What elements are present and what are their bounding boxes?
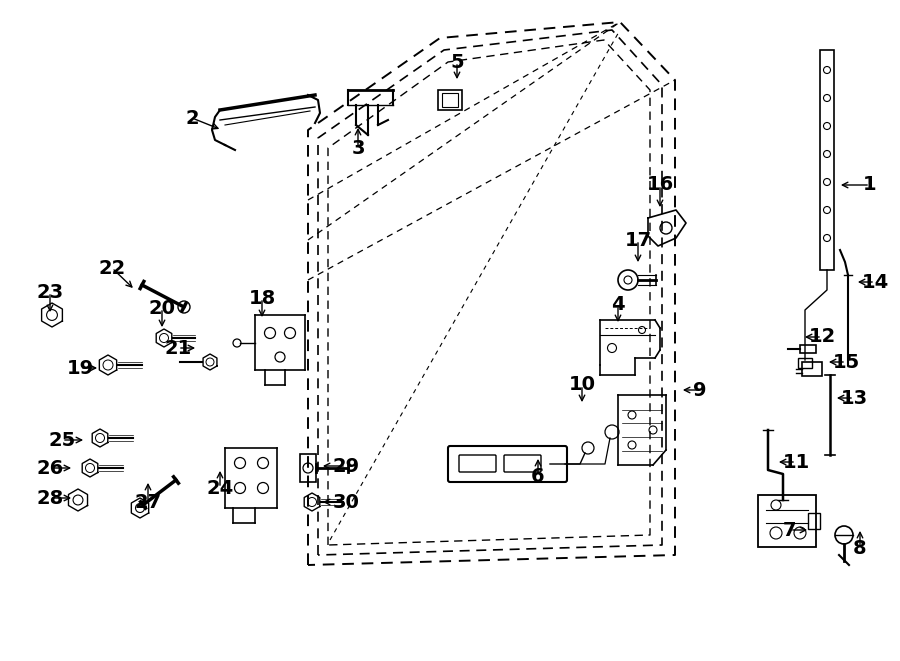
Bar — [802, 362, 822, 376]
Text: 5: 5 — [450, 52, 464, 71]
Text: 19: 19 — [67, 358, 94, 377]
Bar — [808, 513, 820, 529]
Text: 16: 16 — [646, 176, 673, 194]
Text: 4: 4 — [611, 295, 625, 315]
Text: 6: 6 — [531, 467, 544, 485]
Bar — [800, 345, 816, 353]
Text: 28: 28 — [36, 488, 64, 508]
Text: 27: 27 — [134, 492, 162, 512]
Text: 22: 22 — [98, 258, 126, 278]
Bar — [442, 93, 458, 107]
Text: 10: 10 — [569, 375, 596, 395]
Text: 15: 15 — [832, 352, 859, 371]
Bar — [758, 495, 816, 547]
Text: 25: 25 — [49, 430, 76, 449]
Text: 1: 1 — [863, 176, 877, 194]
Bar — [820, 50, 834, 270]
Text: 30: 30 — [333, 492, 359, 512]
Bar — [438, 90, 462, 110]
Text: 13: 13 — [841, 389, 868, 407]
Text: 21: 21 — [165, 338, 192, 358]
Text: 14: 14 — [861, 272, 888, 292]
Bar — [798, 358, 812, 368]
Text: 23: 23 — [36, 282, 64, 301]
Text: 20: 20 — [148, 299, 176, 317]
Text: 9: 9 — [693, 381, 706, 399]
Text: 29: 29 — [332, 457, 360, 475]
Text: 18: 18 — [248, 288, 275, 307]
Text: 17: 17 — [625, 231, 652, 249]
Text: 3: 3 — [351, 139, 364, 157]
Text: 2: 2 — [185, 108, 199, 128]
Text: 11: 11 — [782, 453, 810, 471]
Text: 7: 7 — [783, 520, 796, 539]
Text: 8: 8 — [853, 539, 867, 557]
Bar — [300, 454, 316, 482]
Text: 12: 12 — [808, 327, 835, 346]
Text: 24: 24 — [206, 479, 234, 498]
Text: 26: 26 — [36, 459, 64, 477]
